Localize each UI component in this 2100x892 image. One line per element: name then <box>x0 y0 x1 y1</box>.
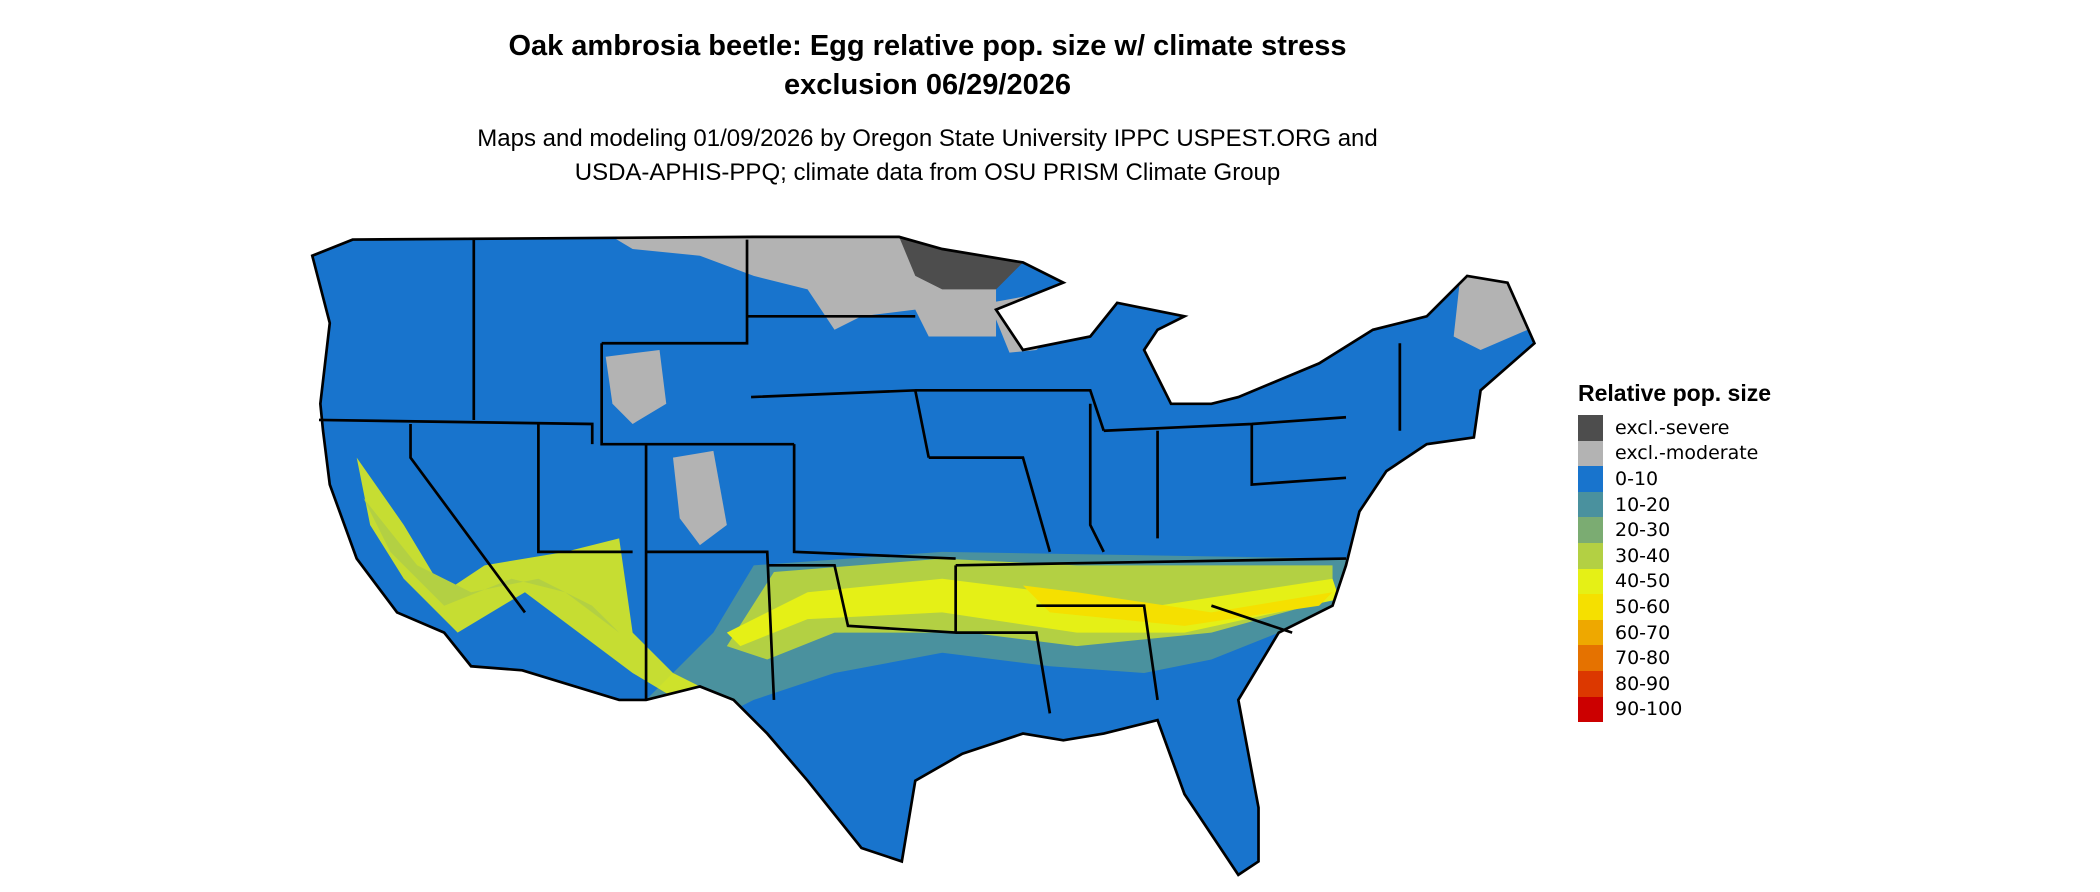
legend-item: 0-10 <box>1578 466 1771 492</box>
zone-50-60-streaks <box>1022 585 1333 626</box>
legend-label: 30-40 <box>1615 544 1671 567</box>
legend-swatch <box>1578 491 1603 518</box>
zone-excl-moderate-maine <box>1453 275 1528 350</box>
legend-label: 10-20 <box>1615 493 1671 516</box>
legend-item: 60-70 <box>1578 619 1771 646</box>
legend-label: 20-30 <box>1615 519 1671 542</box>
zone-40-50-sw <box>356 457 754 727</box>
legend-label: excl.-severe <box>1615 416 1730 439</box>
legend-item: 70-80 <box>1578 645 1771 671</box>
us-border <box>310 235 1537 877</box>
legend-swatch <box>1578 466 1603 492</box>
legend-label: 0-10 <box>1615 467 1659 490</box>
legend-item: 50-60 <box>1578 594 1771 620</box>
legend-item: 80-90 <box>1578 670 1771 697</box>
legend-swatch <box>1578 670 1603 697</box>
legend-swatch <box>1578 619 1603 646</box>
legend-label: 40-50 <box>1615 570 1671 593</box>
legend-swatch <box>1578 568 1603 595</box>
state-borders <box>318 239 1402 714</box>
legend-swatch <box>1578 415 1603 441</box>
legend-swatch <box>1578 645 1603 671</box>
legend-item: 90-100 <box>1578 696 1771 723</box>
legend-label: 90-100 <box>1615 698 1683 721</box>
zone-30-40-sw <box>363 498 647 660</box>
legend-item: 40-50 <box>1578 568 1771 595</box>
zone-excl-moderate-colorado <box>673 450 727 546</box>
legend-items: excl.-severe excl.-moderate 0-10 10-20 20-30… <box>1578 415 1771 723</box>
zone-40-50-band <box>726 578 1340 647</box>
subtitle-line-1: Maps and modeling 01/09/2026 by Oregon S… <box>477 125 1378 152</box>
legend-label: 70-80 <box>1615 647 1671 670</box>
legend-label: 80-90 <box>1615 672 1671 695</box>
legend-item: excl.-severe <box>1578 415 1771 441</box>
legend-item: excl.-moderate <box>1578 440 1771 467</box>
legend-label: excl.-moderate <box>1615 442 1759 465</box>
legend-swatch <box>1578 696 1603 723</box>
legend-item: 10-20 <box>1578 491 1771 518</box>
legend-swatch <box>1578 594 1603 620</box>
legend-label: 50-60 <box>1615 595 1671 618</box>
zone-excl-severe-mn <box>899 236 1023 290</box>
legend-swatch <box>1578 517 1603 543</box>
legend-item: 30-40 <box>1578 542 1771 569</box>
legend-swatch <box>1578 440 1603 467</box>
legend-label: 60-70 <box>1615 621 1671 644</box>
legend: Relative pop. size excl.-severe excl.-mod… <box>1578 380 1772 723</box>
legend-item: 20-30 <box>1578 517 1771 543</box>
subtitle-line-2: USDA-APHIS-PPQ; climate data from OSU PR… <box>574 159 1281 186</box>
legend-swatch <box>1578 542 1603 569</box>
map-title-line-1: Oak ambrosia beetle: Egg relative pop. s… <box>508 30 1347 62</box>
legend-title: Relative pop. size <box>1578 380 1772 406</box>
zone-excl-moderate-north <box>612 236 997 337</box>
zone-excl-moderate-rockies <box>605 349 667 424</box>
map-title-line-2: exclusion 06/29/2026 <box>784 69 1071 101</box>
